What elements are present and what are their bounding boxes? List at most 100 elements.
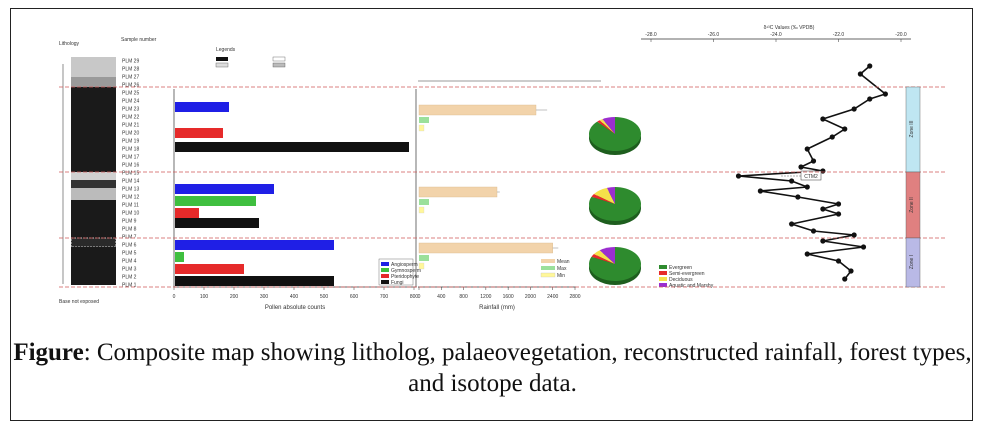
isotope-point bbox=[810, 158, 817, 164]
pie-slice-semi-evergreen bbox=[597, 120, 615, 134]
legend-gymnosperm: Gymnosperm bbox=[391, 268, 421, 274]
isotope-point bbox=[835, 211, 842, 217]
litho-unit bbox=[71, 87, 116, 172]
sample-label: PLM 8 bbox=[122, 227, 137, 233]
rainfall-panel: 0 400 800 1200 1600 2000 2400 2800 Rainfall (mm… bbox=[418, 80, 601, 311]
zone-1-label: Zone I bbox=[909, 255, 915, 269]
legend-gymnosperm-swatch bbox=[381, 268, 389, 272]
rainfall-bars bbox=[418, 104, 559, 270]
sample-label: PLM 7 bbox=[122, 235, 137, 241]
litho-unit bbox=[70, 237, 117, 248]
sample-label: PLM 12 bbox=[122, 195, 139, 201]
isotope-ticks: -28.0 -26.0 -24.0 -22.0 -20.0 bbox=[645, 32, 907, 42]
lithology-header: Lithology bbox=[59, 41, 80, 47]
legend-title: Legends bbox=[216, 47, 236, 53]
isotope-point bbox=[798, 164, 804, 170]
isotope-point bbox=[857, 71, 863, 77]
isotope-point bbox=[842, 126, 848, 132]
pollen-bars bbox=[175, 102, 409, 286]
isotope-point bbox=[860, 244, 867, 250]
rainfall-legend: Mean Max Min bbox=[540, 259, 570, 279]
rainfall-bar-max bbox=[419, 199, 429, 205]
pollen-panel: 0 100 200 300 400 500 600 700 800 Pollen absolut… bbox=[173, 89, 421, 311]
isotope-point bbox=[757, 188, 763, 194]
legend-angiosperm: Angiosperm bbox=[391, 262, 418, 268]
sample-label: PLM 18 bbox=[122, 147, 139, 153]
rainfall-bar-max bbox=[419, 255, 429, 261]
sample-label: PLM 16 bbox=[122, 163, 139, 169]
zone-3-label: Zone III bbox=[909, 121, 915, 138]
sample-label: PLM 21 bbox=[122, 123, 139, 129]
pie-slice-deciduous bbox=[599, 119, 615, 134]
sample-label: PLM 4 bbox=[122, 259, 137, 265]
sample-label: PLM 5 bbox=[122, 251, 137, 257]
pollen-tick-label: 200 bbox=[230, 294, 239, 300]
legend-semievergreen: Semi-evergreen bbox=[669, 271, 705, 277]
isotope-point bbox=[851, 232, 857, 238]
isotope-point bbox=[789, 178, 795, 184]
pollen-bar-pteridophyte bbox=[175, 128, 223, 138]
sample-label: PLM 9 bbox=[122, 219, 137, 225]
isotope-tick-label: -20.0 bbox=[895, 32, 907, 38]
zone-strip-1 bbox=[905, 237, 921, 288]
caption-label: Figure bbox=[13, 339, 84, 366]
legend-pteridophyte: Pteridophyte bbox=[391, 274, 419, 280]
composite-figure: Lithology Sample number Legends PLM 29PL… bbox=[59, 25, 946, 311]
legend-semievergreen-swatch bbox=[659, 271, 667, 275]
legend-swatch-light bbox=[215, 62, 229, 68]
rainfall-tick-label: 0 bbox=[418, 294, 421, 300]
rainfall-tick-label: 1200 bbox=[480, 294, 491, 300]
legend-fungi: Fungi bbox=[391, 280, 404, 286]
pollen-tick-label: 500 bbox=[320, 294, 329, 300]
rainfall-tick-label: 800 bbox=[459, 294, 468, 300]
sample-label: PLM 27 bbox=[122, 75, 139, 81]
sample-label: PLM 29 bbox=[122, 59, 139, 65]
sample-label: PLM 11 bbox=[122, 203, 139, 209]
rainfall-bar-min bbox=[418, 262, 425, 270]
legend-swatch-dark bbox=[216, 57, 228, 61]
sample-label: PLM 13 bbox=[122, 187, 139, 193]
rainfall-axis-title: Rainfall (mm) bbox=[479, 305, 515, 311]
sample-label: PLM 10 bbox=[122, 211, 139, 217]
pie-slice-aquatic-and-marshy bbox=[606, 187, 615, 204]
legend-mean-swatch bbox=[541, 259, 555, 263]
figure-frame: Lithology Sample number Legends PLM 29 PL… bbox=[10, 8, 973, 421]
pollen-bar-pteridophyte bbox=[175, 208, 199, 218]
forest-legend: Evergreen Semi-evergreen Deciduous Aquat… bbox=[659, 265, 714, 289]
pollen-bar-pteridophyte bbox=[175, 264, 244, 274]
base-label: Base not exposed bbox=[59, 299, 99, 305]
isotope-point bbox=[835, 258, 842, 264]
rainfall-tick-label: 2400 bbox=[547, 294, 558, 300]
legend-mean: Mean bbox=[557, 259, 570, 265]
isotope-point bbox=[867, 96, 873, 102]
isotope-point bbox=[735, 173, 742, 179]
rainfall-ticks: 0 400 800 1200 1600 2000 2400 2800 bbox=[418, 287, 581, 300]
rainfall-bar-mean bbox=[418, 242, 553, 254]
sample-label: PLM 17 bbox=[122, 155, 139, 161]
isotope-points bbox=[735, 63, 888, 282]
pie-slice-deciduous bbox=[593, 250, 615, 264]
pollen-tick-label: 100 bbox=[200, 294, 209, 300]
isotope-point bbox=[848, 268, 854, 274]
pollen-bar-angiosperm bbox=[175, 184, 274, 194]
sample-label: PLM 6 bbox=[122, 243, 137, 249]
isotope-tick-label: -28.0 bbox=[645, 32, 657, 38]
pollen-bar-fungi bbox=[175, 142, 409, 152]
isotope-point bbox=[795, 194, 801, 200]
isotope-point bbox=[804, 146, 810, 152]
legend-pteridophyte-swatch bbox=[381, 274, 389, 278]
rainfall-bar-mean bbox=[418, 104, 537, 116]
legend-swatch-grey bbox=[272, 62, 286, 68]
sample-labels: PLM 29 PLM 28 PLM 27 PLM 26 PLM 25 PLM 24 PLM … bbox=[122, 59, 139, 289]
sample-label: PLM 23 bbox=[122, 107, 139, 113]
sample-number-header: Sample number bbox=[121, 37, 157, 43]
isotope-point bbox=[842, 276, 848, 282]
pie-slice-semi-evergreen bbox=[591, 194, 615, 204]
zone-2-label: Zone II bbox=[909, 197, 915, 213]
rainfall-tick-label: 2000 bbox=[525, 294, 536, 300]
litho-unit bbox=[71, 180, 116, 188]
isotope-panel: δ¹³C Values (‰ VPDB) -28.0 -26.0 -24.0 -22.… bbox=[641, 25, 911, 282]
pie-slice-aquatic-and-marshy bbox=[599, 247, 615, 264]
isotope-point bbox=[820, 206, 826, 212]
litho-unit bbox=[71, 200, 116, 238]
